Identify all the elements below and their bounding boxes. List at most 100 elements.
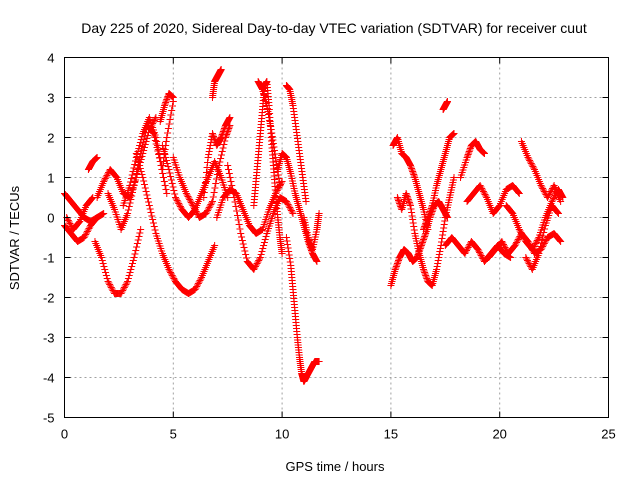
data-point <box>405 199 413 206</box>
data-point <box>118 288 126 296</box>
data-point <box>176 201 184 209</box>
data-point <box>227 178 235 185</box>
data-point <box>408 165 416 172</box>
data-point <box>168 102 176 110</box>
data-point <box>126 199 134 207</box>
data-point <box>498 238 506 245</box>
data-point <box>136 165 144 172</box>
data-point <box>125 203 133 210</box>
data-point <box>450 174 458 181</box>
data-point <box>450 130 458 137</box>
data-point <box>479 186 487 194</box>
data-point <box>530 243 538 250</box>
data-point <box>102 272 110 279</box>
data-point <box>463 154 471 161</box>
data-point <box>284 201 292 208</box>
data-point <box>132 150 140 157</box>
series-s25 <box>393 174 458 289</box>
data-point <box>551 192 559 199</box>
data-point <box>191 206 199 214</box>
data-point <box>516 227 524 235</box>
data-point <box>466 145 474 152</box>
data-point <box>437 238 445 246</box>
data-point <box>539 186 547 194</box>
data-point <box>283 199 291 207</box>
data-point <box>127 178 135 186</box>
data-point <box>463 247 471 254</box>
data-point <box>218 148 226 155</box>
data-point <box>500 241 508 248</box>
series-s04 <box>84 154 101 173</box>
data-point <box>409 168 417 175</box>
data-point <box>538 183 546 191</box>
y-tick-label: -3 <box>43 331 55 346</box>
data-point <box>480 189 488 197</box>
data-point <box>519 233 527 241</box>
data-point <box>422 272 430 279</box>
data-point <box>143 191 151 199</box>
data-point <box>226 114 234 121</box>
data-point <box>138 133 146 140</box>
series-s12 <box>169 122 234 221</box>
data-point <box>252 261 260 269</box>
data-point <box>256 255 264 263</box>
data-point <box>284 244 292 252</box>
data-point <box>204 207 212 214</box>
data-point <box>423 217 431 224</box>
data-point <box>242 251 250 258</box>
data-point <box>134 156 142 163</box>
data-point <box>216 158 224 166</box>
data-point <box>520 235 528 242</box>
data-point <box>305 237 313 244</box>
y-axis-label: SDTVAR / TECUs <box>7 185 22 290</box>
data-point <box>224 162 232 169</box>
data-point <box>127 266 135 273</box>
data-point <box>264 108 272 115</box>
data-point <box>209 131 217 139</box>
data-point <box>546 189 554 197</box>
data-point <box>477 183 485 191</box>
data-point <box>480 150 488 157</box>
data-point <box>163 157 170 164</box>
data-point <box>282 234 290 241</box>
data-point <box>263 102 271 109</box>
data-point <box>392 263 400 270</box>
data-point <box>166 267 174 275</box>
data-point <box>205 151 213 158</box>
data-point <box>501 244 509 251</box>
data-point <box>507 254 515 261</box>
data-point <box>258 248 266 255</box>
data-point <box>200 189 208 196</box>
data-point <box>439 231 447 239</box>
data-point <box>424 212 432 220</box>
data-point <box>163 160 171 167</box>
grid-lines <box>64 57 609 418</box>
y-tick-label: -2 <box>43 291 55 306</box>
data-point <box>267 123 275 130</box>
data-point <box>526 157 534 164</box>
data-point <box>428 203 436 211</box>
data-point <box>407 163 415 171</box>
series-s29 <box>457 138 488 181</box>
data-point <box>266 117 274 124</box>
data-point <box>225 115 233 122</box>
data-marks <box>61 66 567 385</box>
data-point <box>511 242 519 249</box>
data-point <box>240 244 248 251</box>
data-point <box>102 173 110 181</box>
data-point <box>408 209 416 216</box>
data-point <box>443 213 451 220</box>
data-point <box>206 145 214 152</box>
data-point <box>476 250 484 258</box>
data-point <box>147 209 155 216</box>
data-point <box>557 238 565 245</box>
data-point <box>167 173 175 180</box>
data-point <box>219 129 227 137</box>
data-point <box>121 282 129 290</box>
data-point <box>304 234 312 241</box>
data-point <box>81 232 89 240</box>
data-point <box>513 239 521 246</box>
x-tick-label: 15 <box>384 427 398 442</box>
data-point <box>169 273 177 281</box>
data-point <box>420 236 428 243</box>
